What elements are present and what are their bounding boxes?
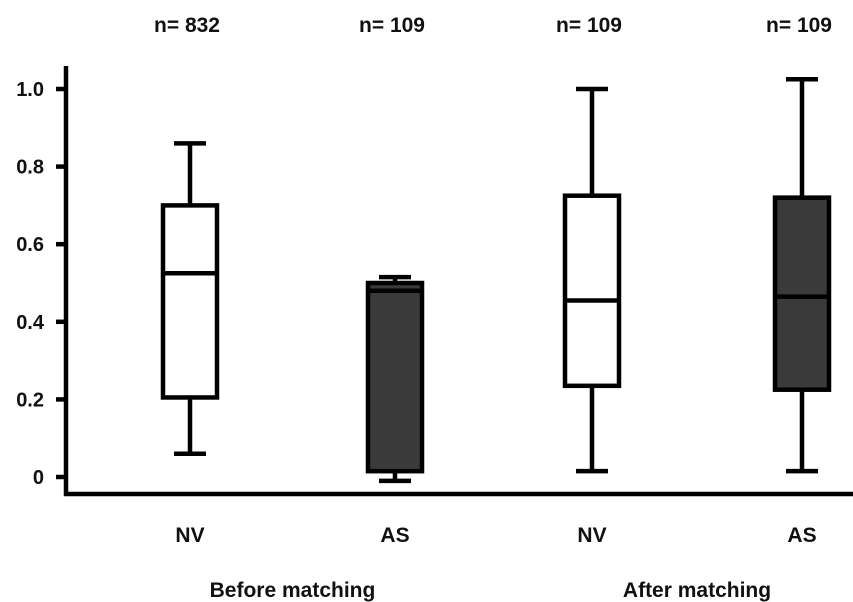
box-2 (365, 274, 425, 484)
x-tick-label: NV (175, 524, 204, 547)
n-label: n= 832 (154, 14, 220, 37)
y-tick-label: 0.6 (16, 234, 44, 256)
n-label: n= 109 (766, 14, 832, 37)
box-1 (160, 141, 220, 456)
chart-labels: NV n= 832 AS n= 109 NV n= 109 AS n= 109 Before m… (154, 14, 832, 602)
box-rect (772, 195, 832, 392)
x-tick-label: AS (380, 524, 409, 547)
box-series (160, 77, 832, 484)
x-tick-label: AS (787, 524, 816, 547)
group-label: After matching (623, 579, 771, 602)
group-label: Before matching (210, 579, 376, 602)
y-tick-label: 1.0 (16, 79, 44, 101)
box-rect (562, 193, 622, 389)
y-tick-label: 0.8 (16, 157, 44, 179)
box-rect (160, 203, 220, 400)
y-tick-label: 0 (33, 467, 44, 489)
y-tick-label: 0.4 (16, 312, 45, 334)
box-4 (772, 77, 832, 474)
chart-axes: 0 0.2 0.4 0.6 0.8 1.0 (16, 66, 853, 497)
y-tick-label: 0.2 (16, 389, 44, 411)
box-rect (365, 280, 425, 474)
n-label: n= 109 (556, 14, 622, 37)
x-tick-label: NV (577, 524, 606, 547)
box-3 (562, 86, 622, 474)
n-label: n= 109 (359, 14, 425, 37)
